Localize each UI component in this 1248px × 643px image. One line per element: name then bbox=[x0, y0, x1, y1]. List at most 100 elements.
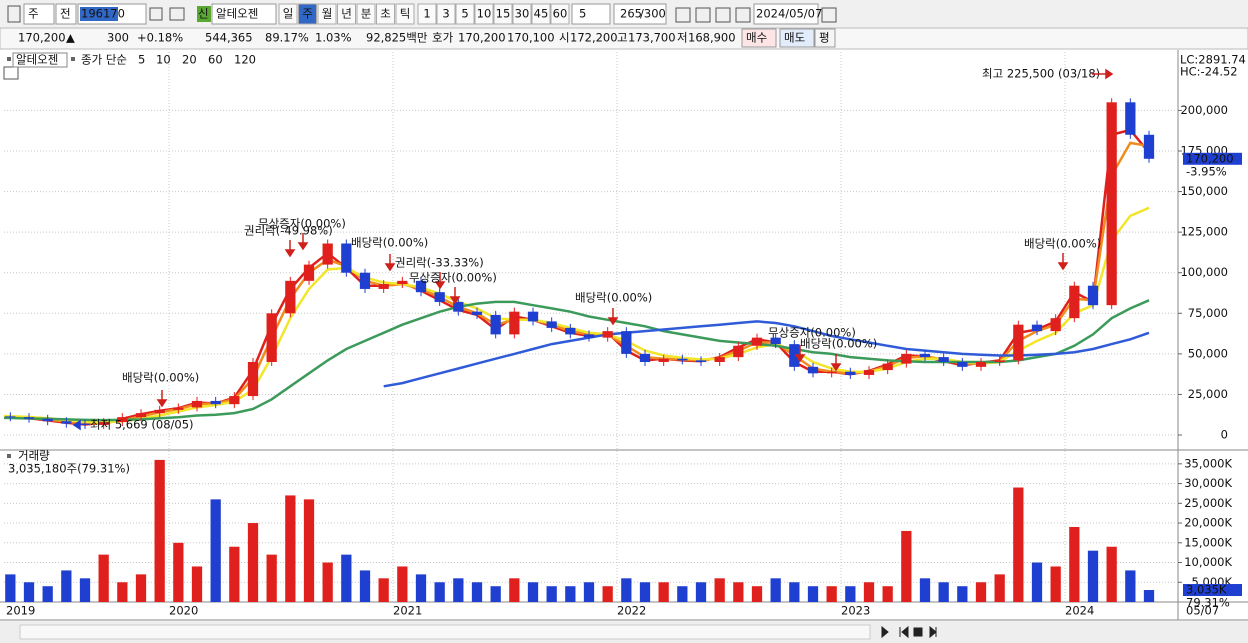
volume-bar bbox=[135, 574, 147, 602]
legend-name: 알테오젠 bbox=[16, 53, 58, 67]
annotation: 배당락(0.00%) bbox=[351, 236, 428, 250]
candle bbox=[863, 370, 875, 375]
candle bbox=[770, 337, 781, 345]
quote-field: 고 bbox=[617, 31, 628, 45]
candle bbox=[1106, 102, 1117, 306]
toolbar-box[interactable] bbox=[23, 3, 55, 25]
volume-bar bbox=[490, 586, 501, 602]
lc-label: LC:2891.74 bbox=[1180, 53, 1246, 67]
volume-bar bbox=[1106, 546, 1117, 602]
toolbar-box[interactable] bbox=[571, 3, 611, 25]
volume-bar bbox=[826, 586, 837, 602]
volume-bar bbox=[751, 586, 763, 602]
minute-button[interactable] bbox=[417, 3, 437, 25]
volume-bar bbox=[210, 499, 221, 602]
minute-button[interactable] bbox=[436, 3, 456, 25]
nav-buttons[interactable] bbox=[881, 625, 937, 639]
grid-icon[interactable] bbox=[3, 66, 19, 80]
toolbar-box[interactable] bbox=[211, 3, 277, 25]
last-price: 170,200 bbox=[1186, 151, 1234, 165]
x-last-label: 05/07 bbox=[1186, 604, 1219, 618]
volume-bar bbox=[359, 570, 371, 602]
order-button[interactable] bbox=[741, 28, 777, 48]
volume-bar bbox=[285, 495, 296, 602]
candle bbox=[1087, 285, 1099, 306]
candle bbox=[845, 371, 856, 375]
toolbar-box[interactable] bbox=[753, 3, 819, 25]
minute-button[interactable] bbox=[493, 3, 513, 25]
minute-button[interactable] bbox=[455, 3, 475, 25]
period-label: 일 bbox=[283, 7, 294, 21]
minute-button[interactable] bbox=[550, 3, 570, 25]
period-button[interactable] bbox=[395, 3, 415, 25]
candle bbox=[117, 417, 128, 423]
ma-line bbox=[4, 299, 1150, 422]
quote-field: 호가 bbox=[432, 31, 454, 45]
scrollbar[interactable] bbox=[19, 624, 871, 640]
volume-bar bbox=[453, 578, 464, 602]
period-button[interactable] bbox=[337, 3, 356, 25]
period-label: 분 bbox=[361, 7, 372, 21]
minute-button[interactable] bbox=[474, 3, 494, 25]
period-button[interactable] bbox=[298, 3, 317, 25]
minute-button[interactable] bbox=[512, 3, 532, 25]
toolbar-icon[interactable] bbox=[735, 7, 751, 23]
period-button[interactable] bbox=[376, 3, 395, 25]
annotation-arrow bbox=[794, 345, 806, 363]
quote-field: 시 bbox=[559, 31, 570, 45]
annotation: 배당락(0.00%) bbox=[575, 291, 652, 305]
candle bbox=[42, 418, 53, 422]
period-button[interactable] bbox=[278, 3, 298, 25]
quote-field: 89.17% bbox=[265, 31, 309, 45]
volume-bar bbox=[919, 578, 931, 602]
toolbar-icon[interactable] bbox=[7, 5, 21, 23]
toolbar-icon[interactable] bbox=[695, 7, 711, 23]
annotation: 배당락(0.00%) bbox=[122, 371, 199, 385]
legend-ma: 종가 단순 bbox=[81, 53, 127, 67]
candle bbox=[434, 292, 445, 302]
volume-bar bbox=[397, 566, 408, 602]
volume-bar bbox=[341, 554, 352, 602]
minute-label: 15 bbox=[496, 7, 511, 21]
annotation: 권리락(-49.98%) bbox=[244, 224, 333, 238]
toolbar-box[interactable] bbox=[55, 3, 77, 25]
order-button[interactable] bbox=[814, 28, 836, 48]
stock-code: 196170 bbox=[81, 7, 125, 21]
candle bbox=[490, 314, 501, 335]
annotation: 최고 225,500 (03/18) bbox=[982, 67, 1100, 81]
candle bbox=[1143, 134, 1155, 159]
x-tick-label: 2024 bbox=[1065, 604, 1094, 618]
toolbar-icon[interactable] bbox=[715, 7, 731, 23]
volume-bar bbox=[583, 582, 595, 602]
candle bbox=[509, 311, 520, 335]
volume-bar bbox=[770, 578, 781, 602]
toolbar-icon[interactable] bbox=[149, 7, 163, 21]
legend-entry: 10 bbox=[156, 53, 171, 67]
new-badge: 신 bbox=[198, 7, 209, 21]
candle bbox=[621, 331, 632, 354]
toolbar-icon[interactable] bbox=[675, 7, 691, 23]
order-button[interactable] bbox=[779, 28, 815, 48]
toolbar-box[interactable] bbox=[613, 3, 667, 25]
y-tick-label: 125,000 bbox=[1180, 225, 1228, 239]
last-price-box bbox=[1183, 152, 1242, 165]
candle bbox=[957, 361, 968, 367]
minute-label: 10 bbox=[477, 7, 492, 21]
x-tick-label: 2019 bbox=[6, 604, 35, 618]
candle bbox=[397, 280, 408, 285]
toolbar-icon[interactable] bbox=[821, 7, 837, 23]
candle bbox=[1050, 318, 1061, 332]
quote-field: 1.03% bbox=[315, 31, 352, 45]
y-tick-label: 150,000 bbox=[1180, 184, 1228, 198]
candle bbox=[341, 243, 352, 273]
period-button[interactable] bbox=[356, 3, 376, 25]
period-button[interactable] bbox=[317, 3, 337, 25]
period-label: 초 bbox=[380, 7, 391, 21]
candle bbox=[303, 264, 315, 281]
toolbar-icon[interactable] bbox=[169, 7, 185, 21]
legend-name-box bbox=[12, 52, 68, 68]
minute-button[interactable] bbox=[531, 3, 551, 25]
volume-bar bbox=[714, 578, 725, 602]
hc-label: HC:-24.52 bbox=[1180, 65, 1238, 79]
candle bbox=[527, 311, 539, 322]
